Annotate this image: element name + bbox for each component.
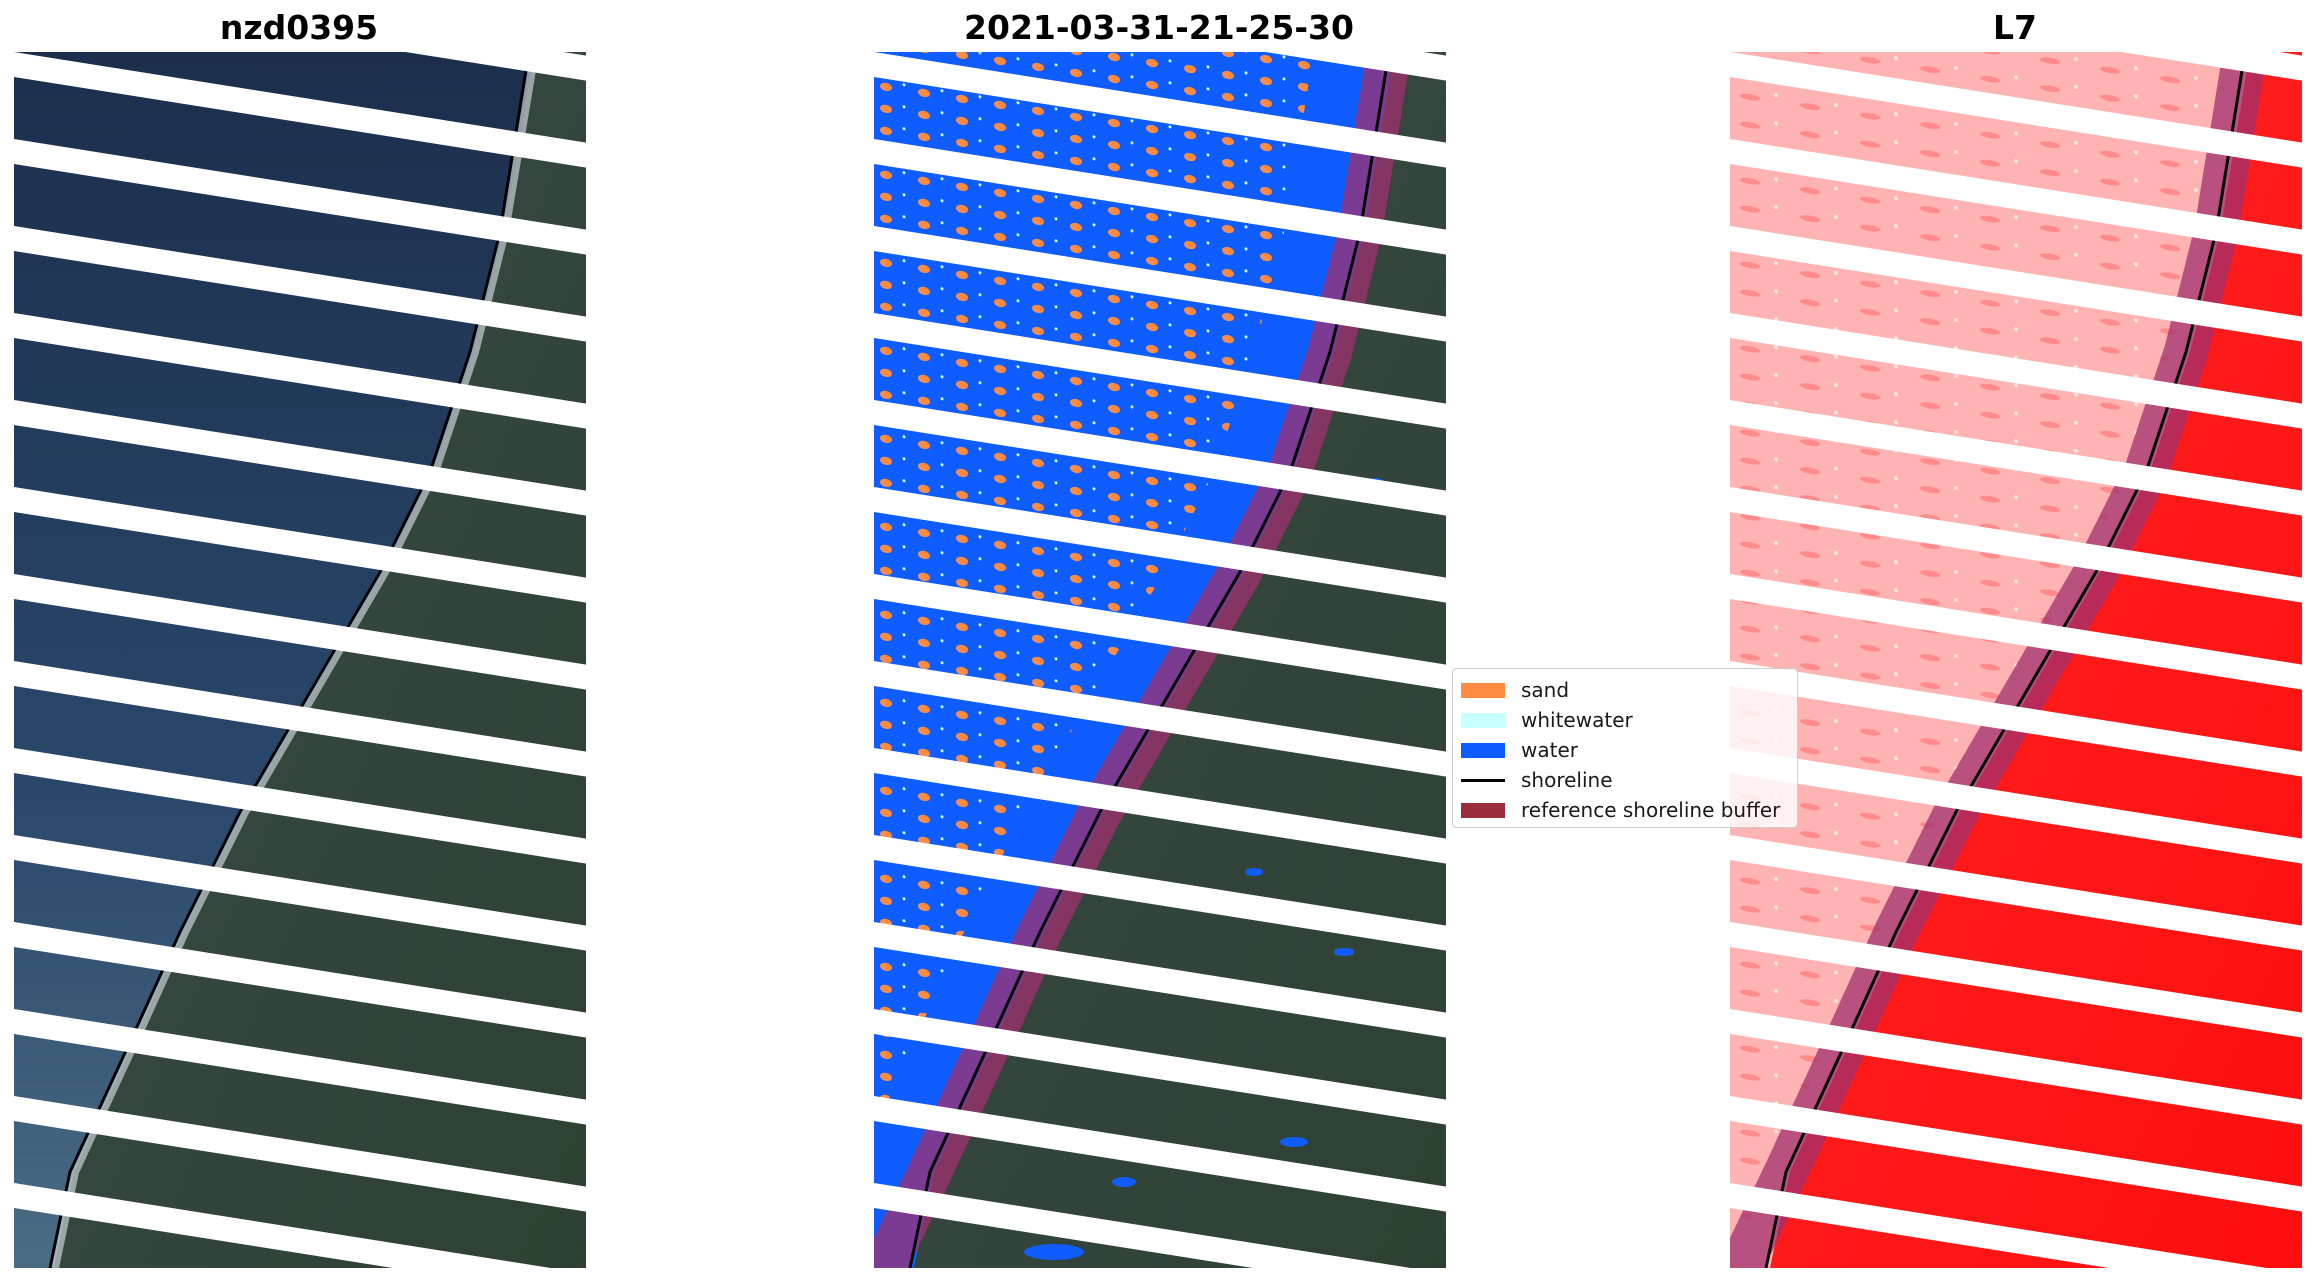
legend-item-water: water [1461, 738, 1578, 762]
shoreline-line-swatch [1461, 778, 1505, 782]
legend-item-sand: sand [1461, 678, 1570, 702]
panel-title-l7: L7 [1993, 8, 2037, 47]
l7-image [1730, 52, 2302, 1268]
legend-label-sand: sand [1521, 678, 1570, 702]
panel-title-rgb: nzd0395 [219, 8, 379, 47]
buffer-swatch [1461, 802, 1505, 818]
legend-label-shoreline: shoreline [1521, 768, 1613, 792]
rgb-image [14, 52, 586, 1268]
legend-label-water: water [1521, 738, 1578, 762]
panel-title-date: 2021-03-31-21-25-30 [964, 8, 1354, 47]
legend: sand whitewater water shoreline referenc… [1452, 668, 1798, 828]
legend-label-whitewater: whitewater [1521, 708, 1633, 732]
sand-swatch [1461, 682, 1505, 698]
legend-label-buffer: reference shoreline buffer [1521, 798, 1781, 822]
legend-item-shoreline: shoreline [1461, 768, 1613, 792]
classification-image [874, 52, 1446, 1268]
water-swatch [1461, 742, 1505, 758]
legend-item-whitewater: whitewater [1461, 708, 1633, 732]
legend-item-buffer: reference shoreline buffer [1461, 798, 1781, 822]
whitewater-swatch [1461, 712, 1505, 728]
